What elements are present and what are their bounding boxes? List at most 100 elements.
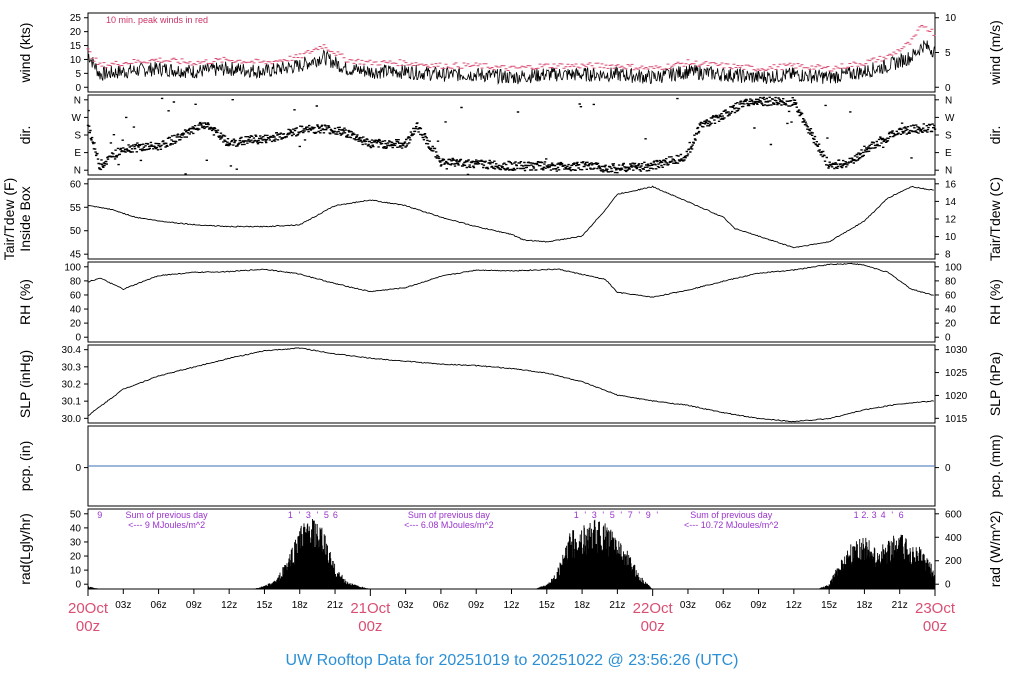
right-tick-label-dir: E <box>945 148 952 159</box>
right-tick-label-slp: 1020 <box>945 391 968 402</box>
right-tick-label-dir: N <box>945 166 952 177</box>
left-tick-label-temp: 60 <box>70 179 82 190</box>
day-date-label: 20Oct <box>68 600 109 617</box>
left-tick-label-wind: 15 <box>70 41 82 52</box>
hour-digit: ' <box>656 510 658 520</box>
right-tick-label-rh: 20 <box>945 319 957 330</box>
right-tick-label-rh: 80 <box>945 276 957 287</box>
peak-wind-marks <box>86 25 936 72</box>
right-tick-label-wind: 5 <box>945 48 951 59</box>
left-tick-label-wind: 25 <box>70 13 82 24</box>
right-label-wind: wind (m/s) <box>987 20 1003 86</box>
hour-tick-label: 03z <box>680 600 696 611</box>
right-tick-label-pcp: 0 <box>945 463 951 474</box>
right-tick-label-dir: W <box>945 113 955 124</box>
right-tick-label-slp: 1030 <box>945 345 968 356</box>
hour-tick-label: 12z <box>221 600 237 611</box>
hour-tick-label: 03z <box>398 600 414 611</box>
left-tick-label-rad: 40 <box>70 523 82 534</box>
day-hour-label: 00z <box>76 618 100 635</box>
hour-digit: 1 <box>574 510 579 520</box>
chart-title: UW Rooftop Data for 20251019 to 20251022… <box>286 652 739 669</box>
hour-digit: ' <box>584 510 586 520</box>
hour-digit: 3 <box>306 510 311 520</box>
hour-tick-label: 06z <box>715 600 731 611</box>
left-tick-label-rh: 0 <box>75 333 81 344</box>
left-label-temp: Tair/Tdew (F) <box>1 178 17 260</box>
hour-digit: 5 <box>610 510 615 520</box>
hour-tick-label: 21z <box>609 600 625 611</box>
left-tick-label-temp: 55 <box>70 203 82 214</box>
hour-tick-label: 12z <box>786 600 802 611</box>
day-date-label: 22Oct <box>633 600 674 617</box>
panel-frame-rh <box>87 261 936 343</box>
day-hour-label: 00z <box>358 618 382 635</box>
left-tick-label-pcp: 0 <box>75 463 81 474</box>
sum-label: Sum of previous day <box>126 510 209 520</box>
right-tick-label-rad: 0 <box>945 580 951 591</box>
hour-tick-label: 09z <box>186 600 202 611</box>
hour-tick-label: 03z <box>115 600 131 611</box>
left-tick-label-rad: 10 <box>70 566 82 577</box>
hour-tick-label: 09z <box>750 600 766 611</box>
day-date-label: 21Oct <box>350 600 391 617</box>
panel-frame-temp <box>87 178 936 260</box>
panel-frame-rad <box>87 508 936 590</box>
left-tick-label-slp: 30.1 <box>62 397 82 408</box>
sum-label: Sum of previous day <box>690 510 773 520</box>
day-hour-label: 00z <box>923 618 947 635</box>
sum-value: <--- 9 MJoules/m^2 <box>128 520 205 530</box>
radiation-series-bars <box>87 519 935 589</box>
right-tick-label-rh: 40 <box>945 305 957 316</box>
sum-value: <--- 10.72 MJoules/m^2 <box>684 520 779 530</box>
hour-digit: ' <box>620 510 622 520</box>
left-tick-label-temp: 45 <box>70 250 82 261</box>
hour-tick-label: 18z <box>856 600 872 611</box>
hour-tick-label: 06z <box>151 600 167 611</box>
hour-digit: ' <box>638 510 640 520</box>
right-label-pcp: pcp. (mm) <box>987 435 1003 498</box>
hour-tick-label: 18z <box>292 600 308 611</box>
hour-digit: ' <box>891 510 893 520</box>
peak-wind-annotation: 10 min. peak winds in red <box>106 15 208 25</box>
hour-tick-label: 21z <box>892 600 908 611</box>
right-tick-label-rh: 60 <box>945 290 957 301</box>
left-tick-label-rad: 0 <box>75 580 81 591</box>
direction-series-marks <box>86 96 937 176</box>
right-tick-label-rad: 600 <box>945 509 962 520</box>
left-tick-label-rh: 60 <box>70 290 82 301</box>
right-label-temp: Tair/Tdew (C) <box>987 177 1003 261</box>
left-label-wind: wind (kts) <box>17 23 33 84</box>
right-tick-label-slp: 1025 <box>945 368 968 379</box>
hour-digit: ' <box>602 510 604 520</box>
hour-tick-label: 15z <box>821 600 837 611</box>
left-tick-label-dir: E <box>74 148 81 159</box>
right-tick-label-rh: 100 <box>945 262 962 273</box>
hour-digit: 1 <box>854 510 859 520</box>
right-label-dir: dir. <box>987 126 1003 145</box>
left-tick-label-temp: 50 <box>70 226 82 237</box>
hour-tick-label: 06z <box>433 600 449 611</box>
hour-digit: 3 <box>592 510 597 520</box>
left-tick-label-slp: 30.2 <box>62 380 82 391</box>
time-axis: 03z 06z 09z 12z 15z 18z 21z 03z 06z 09z 12z 15z 18z 2… <box>68 589 956 635</box>
left-tick-label-rad: 20 <box>70 552 82 563</box>
hour-tick-label: 18z <box>574 600 590 611</box>
right-tick-label-wind: 0 <box>945 83 951 94</box>
left-tick-label-dir: W <box>72 113 82 124</box>
hour-tick-label: 12z <box>503 600 519 611</box>
hour-digit: ' <box>316 510 318 520</box>
left-tick-label-rh: 20 <box>70 319 82 330</box>
left-tick-label-rad: 30 <box>70 537 82 548</box>
left-label-dir: dir. <box>17 126 33 145</box>
left-tick-label-rh: 80 <box>70 276 82 287</box>
tair-series-line <box>87 185 934 249</box>
left-tick-label-rh: 40 <box>70 305 82 316</box>
left-tick-label-wind: 20 <box>70 27 82 38</box>
sum-value: <--- 6.08 MJoules/m^2 <box>404 520 494 530</box>
hour-tick-label: 15z <box>256 600 272 611</box>
hour-digit: 9 <box>646 510 651 520</box>
wind-series-line <box>87 40 935 85</box>
left-tick-label-dir: N <box>74 95 81 106</box>
